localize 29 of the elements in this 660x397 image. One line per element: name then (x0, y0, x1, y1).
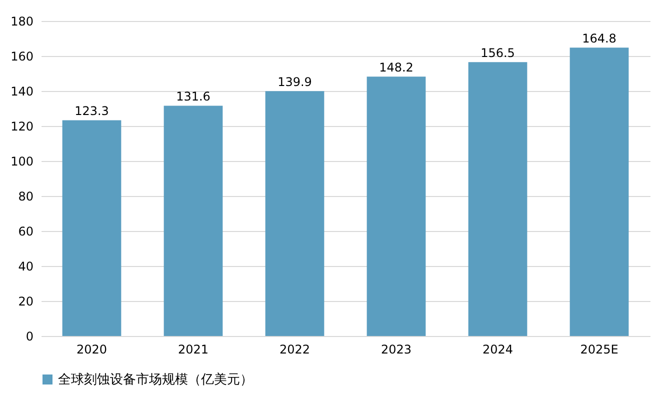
y-tick-label: 100 (10, 154, 34, 168)
y-tick-label: 180 (10, 14, 34, 28)
x-tick-label: 2022 (279, 342, 310, 356)
bar (570, 48, 629, 336)
bar (468, 62, 528, 336)
x-tick-label: 2020 (76, 342, 108, 356)
x-tick-label: 2024 (482, 342, 514, 356)
x-tick-label: 2025E (580, 342, 618, 356)
data-label: 123.3 (74, 104, 109, 118)
data-label: 156.5 (480, 46, 515, 60)
y-tick-label: 120 (10, 120, 34, 134)
bar (62, 120, 122, 336)
bar (265, 91, 324, 336)
y-tick-label: 80 (18, 190, 34, 204)
bar (164, 106, 223, 336)
data-label: 148.2 (379, 60, 414, 75)
data-label: 131.6 (176, 90, 210, 104)
y-tick-label: 0 (26, 330, 34, 344)
y-tick-label: 20 (18, 294, 34, 308)
data-label: 139.9 (278, 75, 312, 90)
data-label: 164.8 (582, 32, 616, 46)
y-tick-label: 60 (18, 224, 34, 238)
legend-label: 全球刻蚀设备市场规模（亿美元） (58, 372, 253, 388)
y-tick-label: 40 (18, 260, 34, 274)
y-tick-label: 160 (10, 50, 34, 64)
bar (366, 76, 426, 336)
x-tick-label: 2023 (380, 342, 412, 356)
x-tick-label: 2021 (178, 342, 209, 356)
y-tick-label: 140 (10, 84, 34, 98)
